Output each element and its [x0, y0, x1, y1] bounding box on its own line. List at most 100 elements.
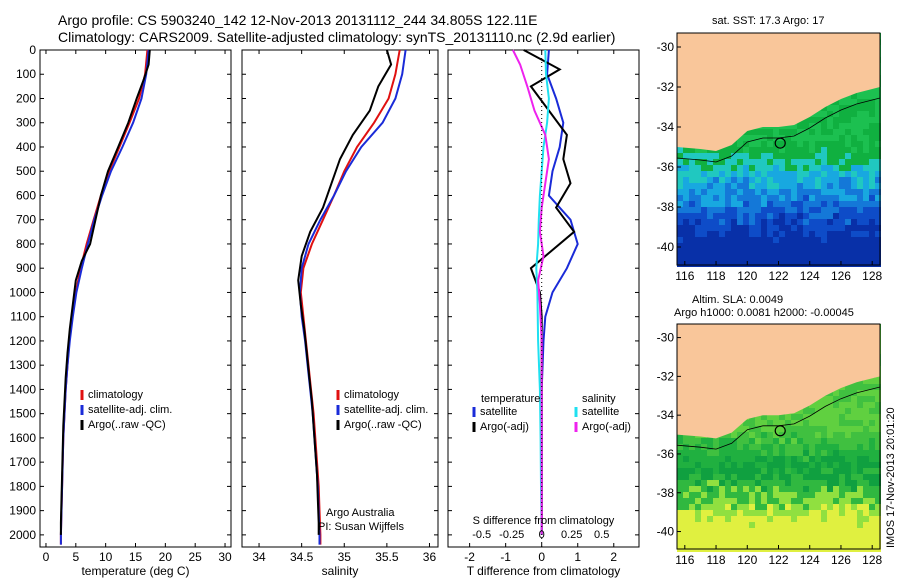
map-x-tick-label: 126	[831, 553, 851, 567]
map-cell	[857, 165, 863, 171]
map-cell	[683, 261, 689, 267]
map-cell	[701, 249, 707, 255]
map-cell	[869, 219, 875, 225]
map-cell	[779, 528, 785, 534]
map-cell	[875, 165, 881, 171]
map-cell	[761, 249, 767, 255]
map-cell	[869, 480, 875, 486]
map-cell	[731, 255, 737, 261]
map-cell	[689, 207, 695, 213]
map-cell	[875, 123, 881, 129]
map-cell	[797, 480, 803, 486]
map-cell	[689, 480, 695, 486]
sla-map-panel: 116 118 120 122 124 126 128-30-32-34-36-38-40	[657, 323, 883, 567]
map-cell	[791, 237, 797, 243]
map-x-tick-label: 116	[675, 269, 694, 283]
map-cell	[773, 255, 779, 261]
map-cell	[707, 249, 713, 255]
map-cell	[761, 141, 767, 147]
map-cell	[839, 504, 845, 510]
map-cell	[731, 516, 737, 522]
map-cell	[695, 522, 701, 528]
map-cell	[713, 231, 719, 237]
map-cell	[737, 432, 743, 438]
map-cell	[743, 177, 749, 183]
map-cell	[767, 456, 773, 462]
map-cell	[797, 207, 803, 213]
map-cell	[791, 231, 797, 237]
map-y-tick-label: -40	[657, 525, 675, 539]
map-cell	[689, 474, 695, 480]
map-cell	[845, 219, 851, 225]
map-cell	[683, 474, 689, 480]
map-cell	[719, 231, 725, 237]
map-cell	[779, 141, 785, 147]
map-cell	[839, 243, 845, 249]
map-cell	[845, 450, 851, 456]
map-cell	[785, 231, 791, 237]
map-cell	[761, 516, 767, 522]
map-cell	[761, 450, 767, 456]
map-cell	[857, 522, 863, 528]
map-cell	[821, 207, 827, 213]
map-cell	[821, 486, 827, 492]
map-cell	[815, 414, 821, 420]
map-cell	[707, 243, 713, 249]
map-cell	[845, 189, 851, 195]
map-cell	[689, 462, 695, 468]
map-cell	[827, 207, 833, 213]
map-cell	[875, 105, 881, 111]
map-cell	[737, 237, 743, 243]
map-cell	[749, 456, 755, 462]
imos-timestamp: IMOS 17-Nov-2013 20:01:20	[885, 407, 897, 548]
map-cell	[785, 141, 791, 147]
map-cell	[857, 237, 863, 243]
map-cell	[689, 201, 695, 207]
map-cell	[695, 504, 701, 510]
map-cell	[851, 195, 857, 201]
map-cell	[695, 510, 701, 516]
map-cell	[737, 450, 743, 456]
map-cell	[695, 207, 701, 213]
map-cell	[683, 249, 689, 255]
map-cell	[719, 171, 725, 177]
map-cell	[761, 195, 767, 201]
map-cell	[875, 159, 881, 165]
map-cell	[851, 462, 857, 468]
map-cell	[767, 231, 773, 237]
map-cell	[773, 432, 779, 438]
map-cell	[725, 219, 731, 225]
map-cell	[785, 183, 791, 189]
map-cell	[785, 159, 791, 165]
map-cell	[767, 171, 773, 177]
map-cell	[725, 165, 731, 171]
map-cell	[857, 147, 863, 153]
map-cell	[743, 456, 749, 462]
map-cell	[851, 480, 857, 486]
map-cell	[857, 468, 863, 474]
map-cell	[857, 99, 863, 105]
x-axis-label: temperature (deg C)	[81, 564, 189, 578]
map-cell	[857, 105, 863, 111]
map-cell	[755, 189, 761, 195]
map-cell	[707, 207, 713, 213]
map-cell	[761, 237, 767, 243]
map-cell	[737, 540, 743, 546]
map-cell	[761, 183, 767, 189]
map-cell	[851, 522, 857, 528]
map-cell	[773, 474, 779, 480]
map-cell	[731, 225, 737, 231]
map-cell	[851, 105, 857, 111]
y-tick-label: 600	[16, 188, 36, 202]
map-cell	[809, 534, 815, 540]
map-cell	[863, 165, 869, 171]
map-cell	[689, 492, 695, 498]
map-cell	[761, 456, 767, 462]
map-cell	[857, 159, 863, 165]
legend-label: satellite	[480, 406, 517, 418]
map-cell	[707, 195, 713, 201]
map-cell	[815, 462, 821, 468]
map-cell	[857, 135, 863, 141]
x-tick-label: 5	[72, 550, 79, 564]
map-cell	[863, 444, 869, 450]
